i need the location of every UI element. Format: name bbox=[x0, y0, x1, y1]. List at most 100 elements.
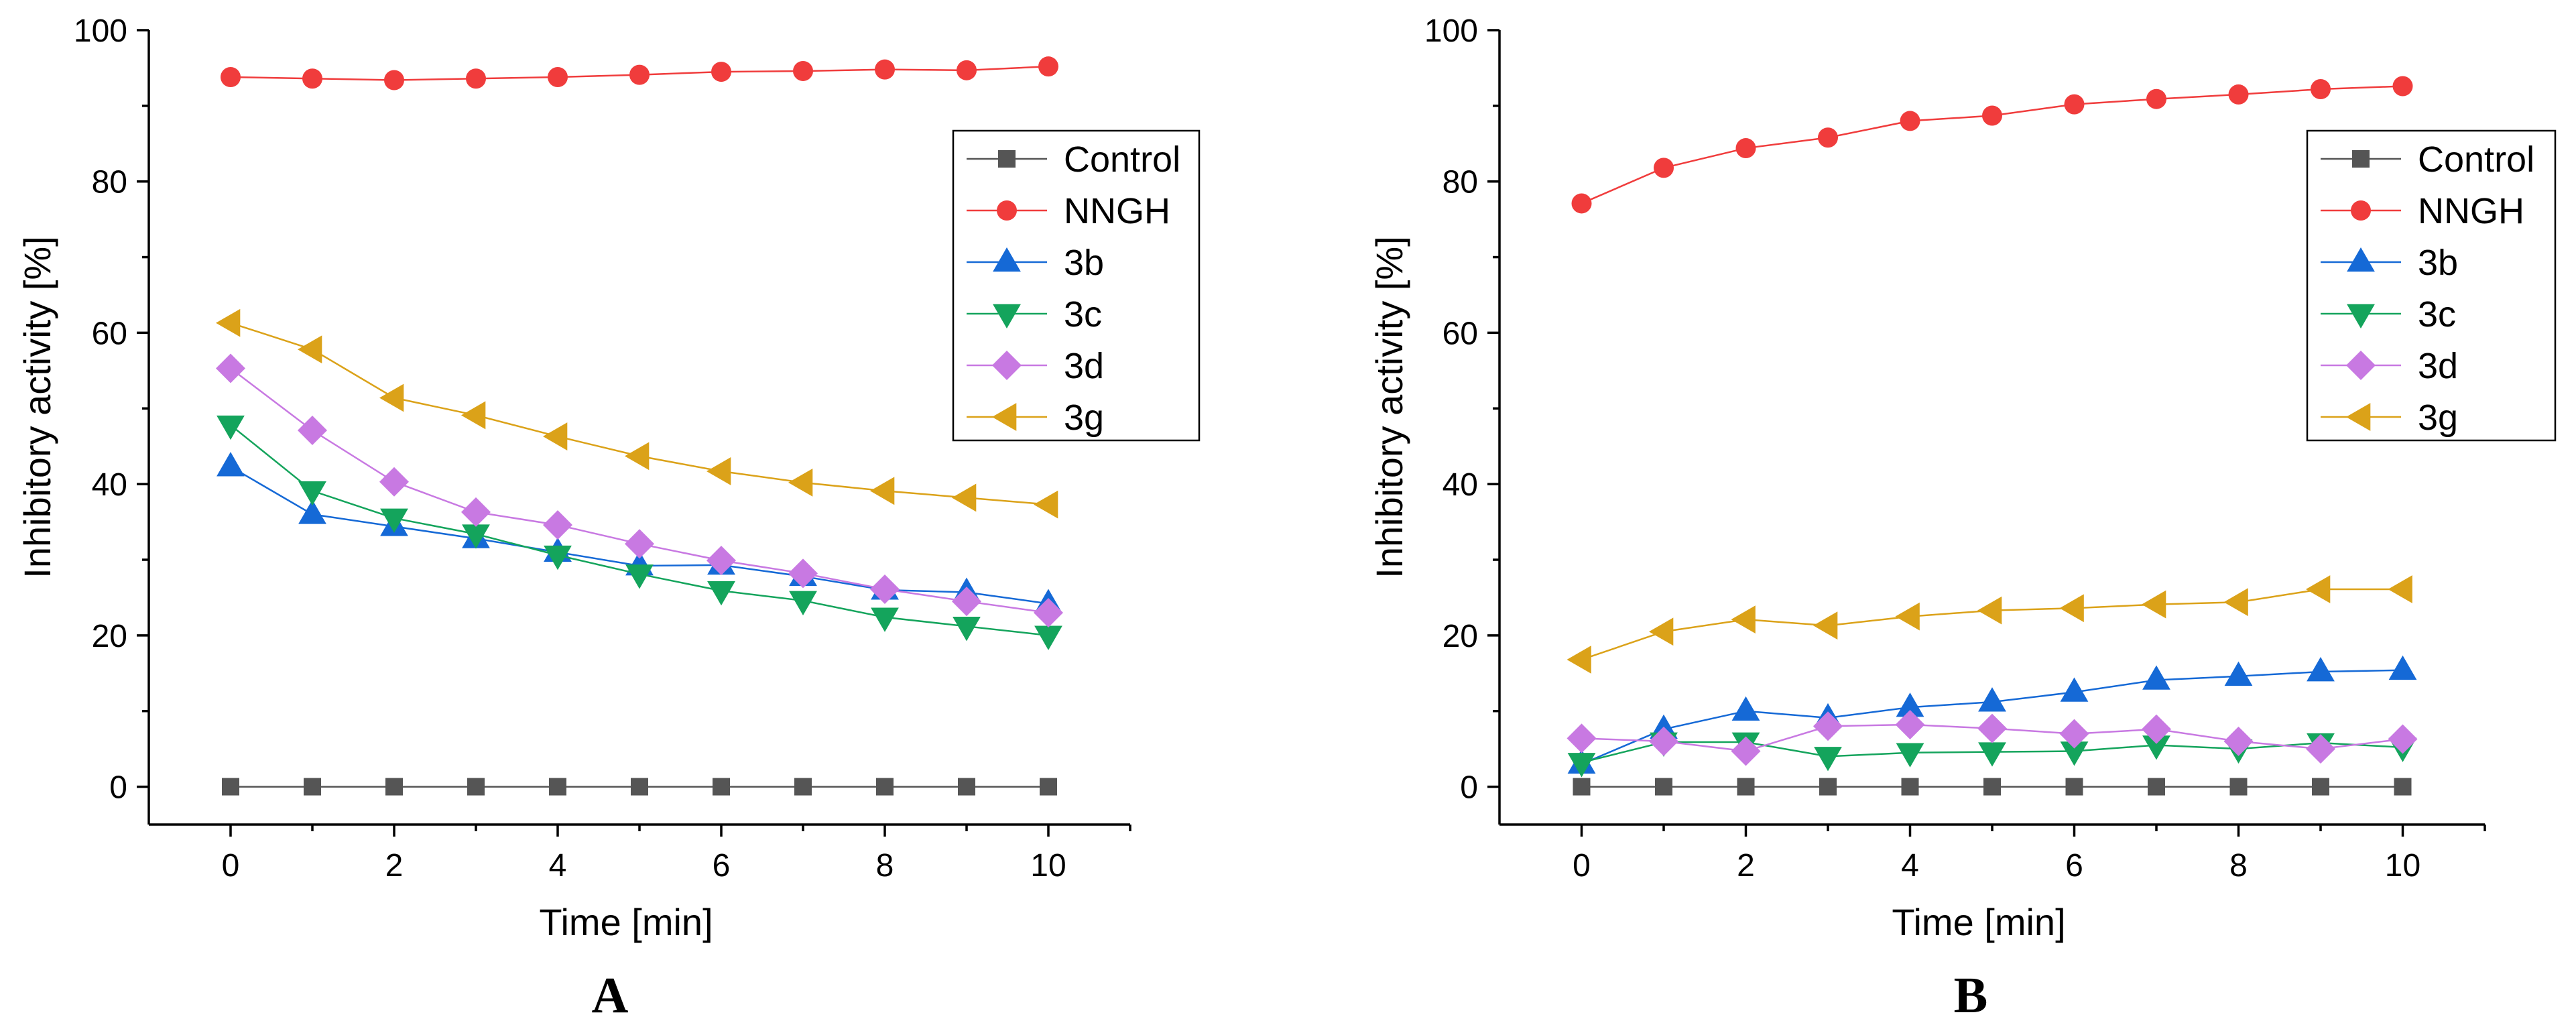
panel-a-series-3c-point bbox=[462, 524, 490, 549]
panel-a-series-nngh-point bbox=[466, 68, 486, 89]
panel-a-series-3d-point bbox=[298, 416, 327, 446]
panel-a-series-nngh-point bbox=[1038, 56, 1058, 77]
panel-a-legend-swatch-marker bbox=[992, 351, 1022, 380]
panel-a-series-3b-point bbox=[298, 499, 326, 524]
panel-a-series-control-point bbox=[958, 778, 975, 796]
panel-a-series-nngh-point bbox=[957, 60, 977, 80]
panel-a-x-tick-label: 10 bbox=[1030, 848, 1066, 884]
panel-a-x-tick-label: 4 bbox=[549, 848, 567, 884]
panel-b-legend-label: Control bbox=[2418, 139, 2534, 180]
panel-a-x-tick-label: 6 bbox=[713, 848, 731, 884]
panel-b-series-3c-point bbox=[1978, 742, 2006, 767]
panel-a-series-3g bbox=[216, 308, 1058, 519]
panel-b-x-axis-title: Time [min] bbox=[1892, 901, 2065, 943]
panel-a-series-nngh-point bbox=[629, 64, 650, 85]
panel-a-legend-swatch-marker bbox=[993, 304, 1021, 328]
panel-b-series-3d-point bbox=[1649, 726, 1678, 756]
panel-a-series-3c-point bbox=[298, 481, 326, 506]
panel-b-series-control-point bbox=[1737, 778, 1755, 796]
panel-b-y-axis-title: Inhibitory activity [%] bbox=[1368, 236, 1410, 578]
panel-b-series-3d-point bbox=[1567, 723, 1597, 753]
panel-a-series-3g-point bbox=[1034, 490, 1058, 519]
panel-b-series-3c-point bbox=[1567, 753, 1596, 778]
panel-a-legend-label: NNGH bbox=[1064, 191, 1170, 231]
panel-a-series-3g-point bbox=[707, 457, 731, 485]
panel-a-series-nngh bbox=[221, 56, 1058, 90]
panel-a-y-tick-label: 40 bbox=[92, 467, 127, 503]
panel-b-series-nngh-point bbox=[2392, 76, 2413, 97]
panel-a-series-control-point bbox=[222, 778, 239, 796]
panel-b-legend-label: 3g bbox=[2418, 398, 2458, 438]
panel-a-legend-item: 3b bbox=[967, 243, 1104, 283]
panel-a-series-3g-point bbox=[461, 401, 486, 430]
panel-b-series-3d-point bbox=[2306, 734, 2335, 764]
panel-a-series-3d-point bbox=[870, 574, 900, 605]
panel-b-series-nngh-point bbox=[1900, 111, 1920, 131]
panel-b-series-3b-point bbox=[2060, 677, 2089, 702]
panel-a-series-3g-point bbox=[379, 383, 404, 412]
panel-b-legend-swatch-marker bbox=[2352, 150, 2370, 168]
panel-b-legend-box bbox=[2306, 129, 2557, 442]
panel-b-legend-label: 3d bbox=[2418, 346, 2458, 386]
panel-a-series-control-point bbox=[549, 778, 566, 796]
panel-b-series-3g-point bbox=[2059, 594, 2084, 623]
panel-b-series-control-point bbox=[1819, 778, 1837, 796]
panel-a-x-axis-title: Time [min] bbox=[539, 901, 713, 943]
panel-a-y-tick-label: 100 bbox=[74, 13, 127, 49]
panel-b-series-3g-line bbox=[1581, 588, 2403, 661]
panel-b-legend-item: NNGH bbox=[2321, 191, 2524, 231]
panel-a-series-3c-point bbox=[707, 581, 735, 606]
panel-a-series-3d bbox=[216, 353, 1063, 627]
panel-a-series-nngh-point bbox=[548, 66, 568, 87]
panel-a-series-3g-point bbox=[543, 422, 568, 450]
panel-a-y-tick-label: 20 bbox=[92, 619, 127, 654]
panel-b-legend-swatch-marker bbox=[2346, 351, 2376, 380]
panel-a-series-3g-line bbox=[230, 322, 1049, 505]
panel-b-series-3c-point bbox=[1896, 743, 1924, 768]
panel-a-legend-swatch-marker bbox=[992, 403, 1017, 431]
panel-a-x-tick-label: 8 bbox=[876, 848, 894, 884]
panel-b-x-tick-label: 4 bbox=[1901, 848, 1919, 884]
panel-a-legend-swatch-marker bbox=[998, 150, 1016, 168]
panel-a-legend-item: NNGH bbox=[967, 191, 1170, 231]
panel-a-legend-item: Control bbox=[967, 139, 1180, 180]
panel-b-series-3d-point bbox=[1731, 736, 1761, 766]
panel-a-series-nngh-point bbox=[302, 68, 322, 89]
panel-b-series-3c-point bbox=[2060, 741, 2089, 766]
panel-a-series-3c-point bbox=[789, 591, 817, 615]
panel-a-legend-label: 3b bbox=[1064, 243, 1104, 283]
panel-b-legend-label: NNGH bbox=[2418, 191, 2524, 231]
panel-b-series-nngh-point bbox=[1982, 105, 2002, 126]
panel-b-series-3b-point bbox=[1731, 696, 1760, 721]
panel-b-series-3d bbox=[1567, 710, 2418, 766]
panel-a-legend-swatch-marker bbox=[997, 200, 1017, 221]
panel-a-series-3d-point bbox=[216, 353, 245, 383]
panel-b-series-3d-point bbox=[2223, 726, 2254, 756]
panel-a-series-3d-point bbox=[788, 558, 818, 589]
panel-b-legend-item: 3d bbox=[2321, 346, 2458, 386]
panel-b-legend-swatch-marker bbox=[2347, 304, 2375, 328]
panel-a-series-3c bbox=[217, 415, 1062, 650]
panel-a-x-tick-label: 2 bbox=[385, 848, 404, 884]
panel-a-legend-item: 3d bbox=[967, 346, 1104, 386]
panel-b-series-3g-point bbox=[1649, 617, 1674, 646]
panel-a-series-nngh-point bbox=[221, 66, 241, 87]
panel-a-series-3c-point bbox=[544, 545, 572, 570]
panel-b-series-control-point bbox=[2065, 778, 2083, 796]
panel-b-legend-item: 3c bbox=[2321, 294, 2456, 335]
panel-a-series-control-point bbox=[385, 778, 403, 796]
panel-a-series-control bbox=[222, 778, 1057, 796]
panel-a-legend-box bbox=[952, 129, 1201, 442]
panel-b-series-3d-point bbox=[2059, 719, 2089, 749]
panel-b-x-tick-label: 2 bbox=[1737, 848, 1755, 884]
panel-a-series-3b-point bbox=[217, 452, 245, 477]
panel-b-series-3g-point bbox=[1731, 605, 1756, 634]
panel-b-series-control-point bbox=[1983, 778, 2001, 796]
panel-b-x-tick-label: 10 bbox=[2385, 848, 2420, 884]
panel-b-legend-item: Control bbox=[2321, 139, 2534, 180]
panel-a-series-3d-point bbox=[625, 529, 654, 559]
panel-b-series-3d-point bbox=[1977, 713, 2007, 743]
panel-a-series-3g-point bbox=[216, 308, 241, 337]
panel-a-legend: Control NNGH 3b 3c 3d 3g bbox=[952, 129, 1201, 442]
